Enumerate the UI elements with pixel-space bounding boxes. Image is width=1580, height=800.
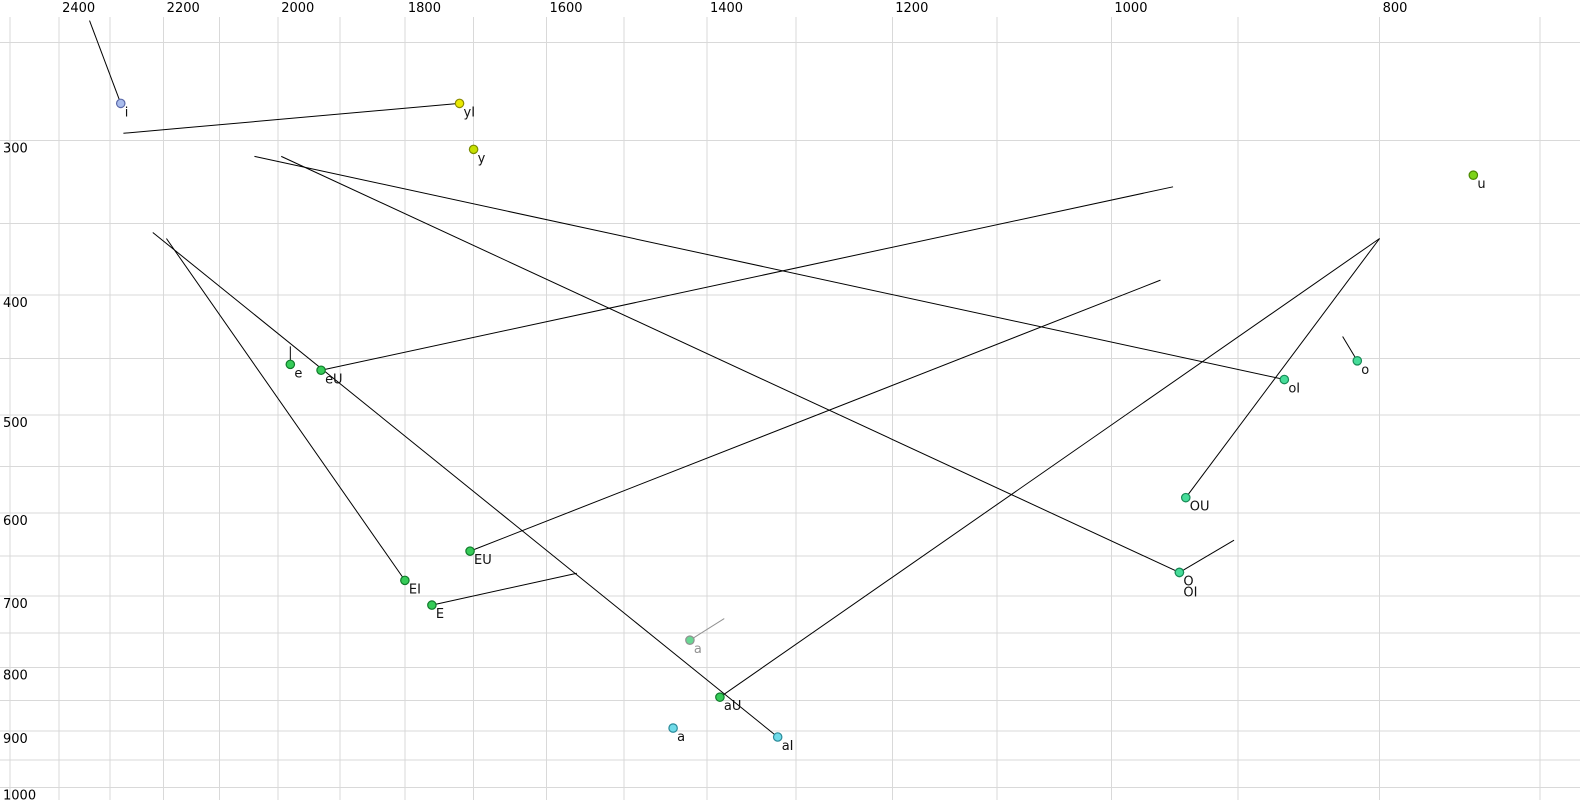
trajectory-O: [1179, 539, 1235, 573]
vowel-point-aI[interactable]: [772, 732, 783, 742]
trajectory-a_gray: [689, 618, 725, 641]
vowel-label-e: e: [294, 366, 302, 381]
vowel-point-EI[interactable]: [400, 575, 410, 586]
x-axis-tick-label-2200: 2200: [167, 1, 200, 16]
vowel-point-eU[interactable]: [316, 365, 326, 376]
x-axis-tick-label-1800: 1800: [408, 1, 441, 16]
trajectory-OI: [281, 155, 1180, 573]
x-axis-tick-label-1400: 1400: [710, 1, 743, 16]
vowel-point-aU[interactable]: [715, 692, 725, 702]
y-axis-tick-label-700: 700: [3, 597, 28, 612]
vowel-point-a_gray[interactable]: [685, 635, 695, 645]
vowel-point-o[interactable]: [1352, 356, 1363, 366]
x-axis-tick-label-800: 800: [1383, 1, 1408, 16]
vowel-label-u: u: [1477, 177, 1485, 192]
x-axis-tick-label-2000: 2000: [281, 1, 314, 16]
vowel-point-y[interactable]: [468, 144, 479, 155]
x-axis-tick-label-2400: 2400: [62, 1, 95, 16]
vowel-label-i: i: [125, 105, 129, 120]
vowel-label-a_gray: a: [694, 642, 702, 657]
vowel-point-OI[interactable]: [1174, 567, 1185, 578]
vowel-label-a: a: [677, 730, 685, 745]
vowel-label-y: y: [478, 151, 486, 166]
trajectory-oI: [254, 155, 1285, 381]
vowel-label-eU: eU: [325, 372, 343, 387]
trajectory-i: [89, 20, 122, 104]
y-axis-tick-label-500: 500: [3, 416, 28, 431]
vowel-label-aI: aI: [782, 739, 794, 754]
y-axis-tick-label-400: 400: [3, 296, 28, 311]
vowel-label-E: E: [436, 607, 444, 622]
y-axis-tick-label-900: 900: [3, 732, 28, 747]
trajectory-eU: [320, 186, 1174, 371]
vowel-point-oI[interactable]: [1279, 374, 1290, 385]
vowel-label-oI: oI: [1288, 382, 1300, 397]
vowel-label-EI: EI: [409, 582, 421, 597]
y-axis-tick-label-1000: 1000: [3, 789, 36, 800]
vowel-point-yI[interactable]: [454, 98, 465, 109]
y-axis-tick-label-300: 300: [3, 141, 28, 156]
trajectory-OU: [1185, 238, 1381, 498]
trajectory-aI: [152, 232, 779, 738]
vowel-label-OU: OU: [1190, 500, 1210, 515]
y-axis-tick-label-800: 800: [3, 669, 28, 684]
trajectory-EI: [166, 238, 406, 581]
y-axis-tick-label-600: 600: [3, 514, 28, 529]
vowel-point-u[interactable]: [1468, 170, 1479, 180]
vowel-label-EU: EU: [474, 553, 492, 568]
vowel-point-OU[interactable]: [1180, 492, 1191, 503]
trajectory-yI: [123, 102, 460, 134]
x-axis-tick-label-1600: 1600: [549, 1, 582, 16]
x-axis-tick-label-1200: 1200: [895, 1, 928, 16]
vowel-label-OI: OI: [1183, 585, 1197, 600]
trajectory-EU: [469, 279, 1161, 552]
vowel-point-EU[interactable]: [465, 546, 475, 556]
vowel-point-e[interactable]: [285, 359, 296, 370]
vowel-point-a[interactable]: [668, 723, 678, 733]
vowel-label-aU: aU: [724, 699, 741, 714]
trajectory-aU: [719, 238, 1380, 698]
vowel-label-yI: yI: [464, 105, 476, 120]
trajectory-E: [431, 572, 577, 606]
vowel-point-E[interactable]: [427, 600, 437, 610]
vowel-label-O: O: [1183, 574, 1193, 589]
x-axis-tick-label-1000: 1000: [1114, 1, 1147, 16]
vowel-point-i[interactable]: [115, 98, 126, 109]
vowel-label-o: o: [1361, 363, 1369, 378]
